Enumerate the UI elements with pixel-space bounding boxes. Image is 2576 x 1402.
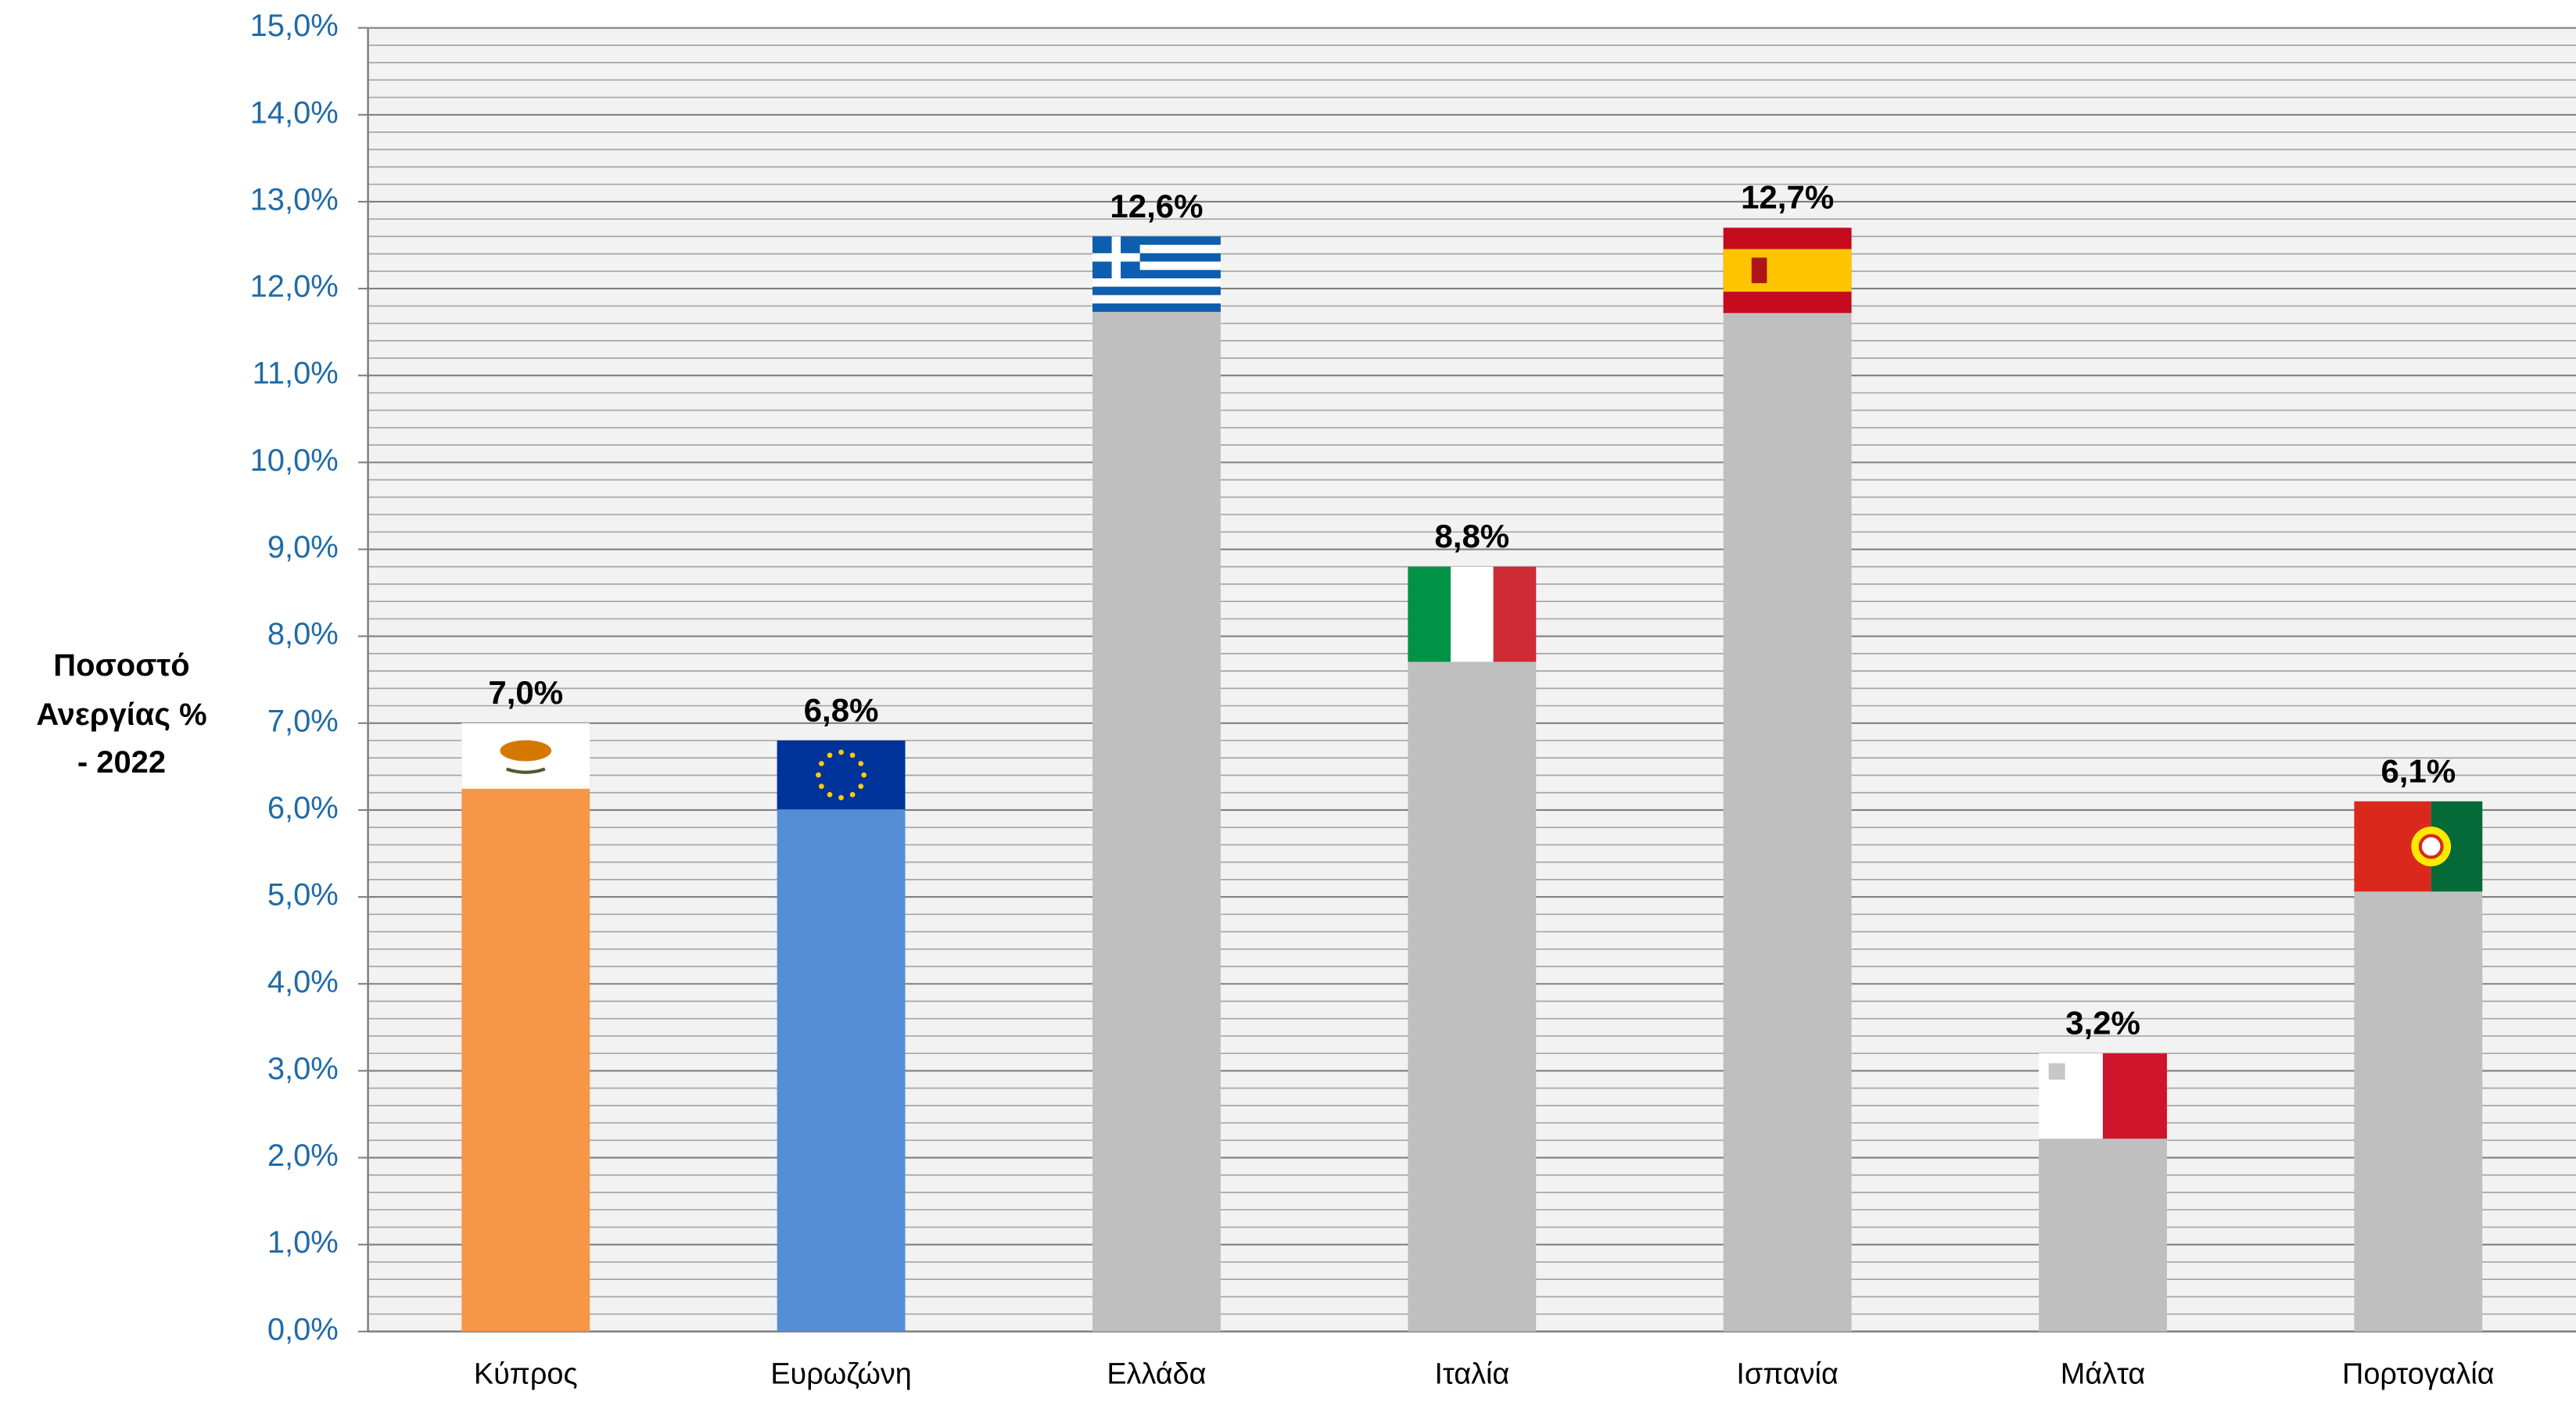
flag xyxy=(838,794,844,801)
y-axis-label: Ποσοστό xyxy=(53,648,189,683)
y-tick-label: 12,0% xyxy=(250,270,339,304)
flag xyxy=(819,783,824,789)
y-tick-label: 7,0% xyxy=(267,704,339,738)
y-tick-label: 0,0% xyxy=(267,1312,339,1346)
flag xyxy=(2048,1063,2065,1080)
y-tick-label: 11,0% xyxy=(253,357,339,391)
flag xyxy=(1408,566,1451,662)
data-label: 7,0% xyxy=(488,674,563,711)
flag xyxy=(1092,303,1221,312)
data-label: 6,8% xyxy=(804,692,879,729)
y-tick-label: 2,0% xyxy=(267,1138,339,1173)
flag xyxy=(849,791,856,798)
data-label: 12,6% xyxy=(1110,188,1203,224)
x-tick-label: Ευρωζώνη xyxy=(770,1357,911,1390)
flag xyxy=(1092,253,1221,262)
bar xyxy=(777,740,906,1332)
y-axis-label: Ανεργίας % xyxy=(36,697,206,732)
data-label: 3,2% xyxy=(2065,1005,2140,1042)
data-label: 6,1% xyxy=(2380,752,2456,789)
y-axis-label: - 2022 xyxy=(77,745,166,780)
flag xyxy=(827,791,833,798)
x-tick-label: Ιταλία xyxy=(1434,1357,1509,1390)
flag xyxy=(1092,245,1221,253)
flag xyxy=(858,761,864,766)
bar xyxy=(1092,236,1221,1332)
flag xyxy=(1092,270,1221,278)
flag xyxy=(1092,261,1221,271)
x-tick-label: Ισπανία xyxy=(1736,1357,1838,1390)
flag xyxy=(1092,236,1221,246)
flag xyxy=(1751,257,1767,284)
flag xyxy=(819,761,824,766)
bar xyxy=(1408,566,1537,1332)
y-tick-label: 14,0% xyxy=(250,95,339,130)
flag xyxy=(2102,1053,2167,1139)
flag xyxy=(838,749,844,755)
y-tick-label: 1,0% xyxy=(267,1225,339,1260)
y-tick-label: 10,0% xyxy=(250,443,339,478)
y-tick-label: 13,0% xyxy=(250,182,339,217)
x-tick-label: Μάλτα xyxy=(2061,1357,2146,1390)
flag xyxy=(1092,253,1140,262)
x-tick-label: Ελλάδα xyxy=(1107,1357,1206,1390)
flag xyxy=(2418,834,2444,859)
y-tick-label: 9,0% xyxy=(267,530,339,565)
flag xyxy=(500,740,552,762)
flag xyxy=(858,783,864,789)
flag xyxy=(1092,295,1221,304)
flag xyxy=(2039,1053,2103,1139)
flag xyxy=(816,772,821,778)
flag xyxy=(827,752,833,758)
flag xyxy=(1493,566,1537,662)
y-tick-label: 15,0% xyxy=(250,9,339,43)
x-tick-label: Πορτογαλία xyxy=(2342,1357,2495,1390)
flag xyxy=(1092,278,1221,287)
y-tick-label: 4,0% xyxy=(267,965,339,999)
y-tick-label: 8,0% xyxy=(267,617,339,651)
bar xyxy=(1723,228,1852,1332)
y-tick-label: 3,0% xyxy=(267,1052,339,1086)
flag xyxy=(1723,249,1852,292)
flag xyxy=(1092,286,1221,296)
y-tick-label: 6,0% xyxy=(267,791,339,826)
data-label: 8,8% xyxy=(1434,518,1509,554)
flag xyxy=(1450,566,1494,662)
flag xyxy=(505,767,546,774)
flag xyxy=(861,772,867,778)
flag xyxy=(849,752,856,758)
x-tick-label: Κύπρος xyxy=(474,1357,578,1390)
bar xyxy=(461,723,590,1332)
y-tick-label: 5,0% xyxy=(267,878,339,913)
data-label: 12,7% xyxy=(1741,179,1834,216)
